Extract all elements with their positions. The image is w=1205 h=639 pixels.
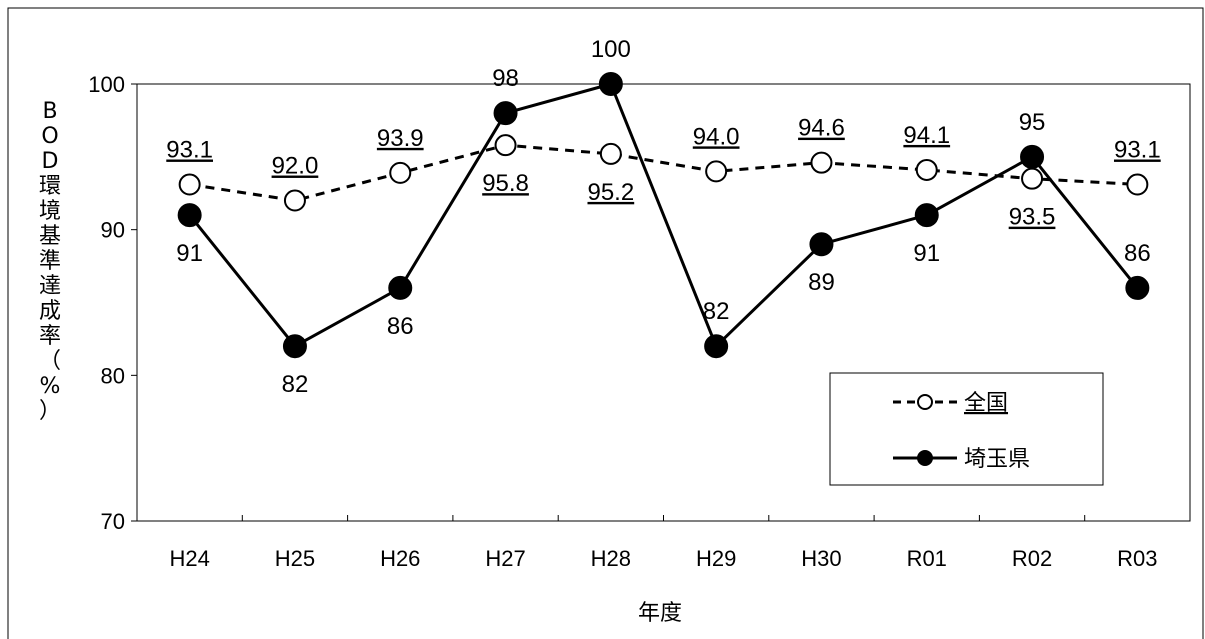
y-axis-title-char: 成 — [39, 299, 61, 324]
y-axis-title-char: 境 — [39, 199, 61, 224]
y-axis-ticks: 70 80 90 100 — [88, 72, 137, 534]
legend-box — [829, 372, 1104, 486]
series-saitama: 91 82 86 98 100 82 89 91 95 86 — [176, 36, 1150, 398]
data-point — [1020, 144, 1045, 169]
y-axis-title-char: % — [40, 374, 61, 399]
data-point — [705, 160, 728, 183]
x-tick-label: H28 — [591, 546, 631, 571]
x-tick-label: R01 — [907, 546, 947, 571]
data-point — [388, 275, 413, 300]
data-point — [598, 72, 623, 96]
x-axis-ticks: H24 H25 H26 H27 H28 H29 H30 R01 R02 R03 — [169, 515, 1158, 571]
legend-national-marker — [917, 394, 933, 410]
data-label: 100 — [591, 36, 631, 63]
x-tick-label: H30 — [801, 546, 841, 571]
y-axis-title-char: 環 — [39, 174, 61, 199]
y-axis-title-char: ） — [39, 399, 61, 424]
data-point — [809, 232, 834, 257]
data-label: 93.1 — [1114, 137, 1161, 164]
legend-saitama-marker — [917, 450, 933, 466]
data-label: 82 — [282, 371, 309, 398]
data-label: 95 — [1019, 109, 1046, 136]
data-label: 93.1 — [166, 137, 213, 164]
data-label: 86 — [387, 313, 414, 340]
data-label: 93.5 — [1009, 204, 1056, 231]
data-label: 94.0 — [693, 123, 740, 150]
data-label: 94.1 — [903, 122, 950, 149]
data-label: 98 — [492, 65, 519, 92]
x-tick-label: H26 — [380, 546, 420, 571]
data-point — [1126, 173, 1149, 196]
y-axis-title-char: 率 — [39, 324, 61, 349]
series-national: 93.1 92.0 93.9 95.8 95.2 94.0 94.6 94.1 93.5 93.1 — [166, 115, 1160, 231]
y-axis-title-char: D — [42, 149, 59, 174]
x-tick-label: R02 — [1012, 546, 1052, 571]
y-tick-label: 70 — [101, 509, 125, 534]
data-label: 91 — [913, 240, 940, 267]
data-point — [493, 101, 518, 126]
y-axis-title-char: O — [41, 124, 58, 149]
data-label: 95.8 — [482, 170, 529, 197]
data-point — [914, 203, 939, 228]
y-axis-title-char: 準 — [39, 249, 61, 274]
data-label: 82 — [703, 298, 730, 325]
data-point — [389, 161, 412, 184]
series-line — [188, 82, 1139, 348]
data-point — [282, 334, 307, 359]
y-axis-title-char: B — [42, 99, 57, 124]
data-label: 91 — [176, 240, 203, 267]
legend-label-saitama: 埼玉県 — [964, 447, 1030, 472]
legend: 全国 埼玉県 — [829, 372, 1104, 486]
data-point — [1021, 167, 1044, 190]
data-point — [283, 189, 306, 212]
y-tick-label: 90 — [101, 218, 125, 243]
chart-outer-border — [7, 7, 1204, 639]
data-label: 94.6 — [798, 115, 845, 142]
data-point — [178, 173, 201, 196]
data-point — [494, 134, 517, 157]
y-tick-label: 80 — [101, 363, 125, 388]
legend-label-national: 全国 — [964, 391, 1008, 416]
series-layer: 93.192.093.995.8 95.294.0 94.6 94.193.593.1… — [166, 36, 1160, 398]
data-label: 92.0 — [272, 153, 319, 180]
series-line — [189, 143, 1138, 203]
data-label: 93.9 — [377, 125, 424, 152]
data-label: 86 — [1124, 240, 1151, 267]
x-tick-label: H25 — [275, 546, 315, 571]
x-tick-label: H27 — [485, 546, 525, 571]
y-axis-title-char: 達 — [39, 274, 61, 299]
x-tick-label: R03 — [1117, 546, 1157, 571]
x-tick-label: H24 — [169, 546, 209, 571]
data-label: 95.2 — [587, 179, 634, 206]
data-point — [704, 334, 729, 359]
data-point — [1125, 275, 1150, 300]
y-tick-label: 100 — [88, 72, 125, 97]
data-label: 89 — [808, 269, 835, 296]
y-axis-title-char: （ — [39, 349, 61, 374]
x-axis-title: 年度 — [638, 601, 682, 626]
data-point — [915, 158, 938, 181]
y-axis-title-char: 基 — [39, 224, 61, 249]
data-point — [810, 151, 833, 174]
x-tick-label: H29 — [696, 546, 736, 571]
data-point — [599, 142, 622, 165]
data-point — [177, 203, 202, 228]
